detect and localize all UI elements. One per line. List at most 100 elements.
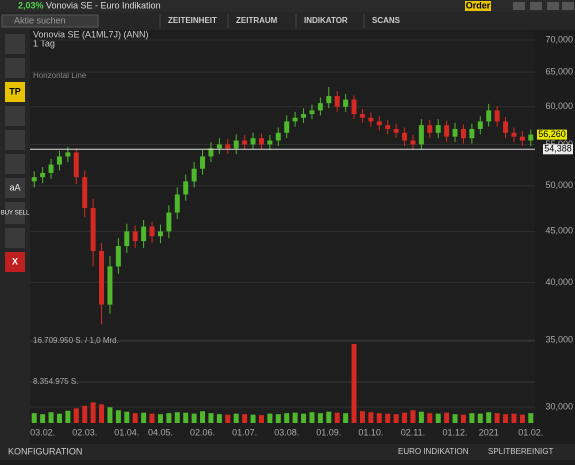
- order-button[interactable]: [465, 1, 491, 11]
- tool-label: aA: [9, 182, 20, 192]
- menu-item[interactable]: INDIKATOR: [304, 16, 348, 25]
- volume-bar: [309, 412, 315, 423]
- y-tick-label: 35,000: [545, 335, 573, 345]
- volume-bar: [183, 412, 189, 423]
- tool-button[interactable]: [5, 130, 25, 150]
- menu-item[interactable]: SCANS: [372, 16, 401, 25]
- volume-bar: [48, 412, 54, 423]
- plot-area: [30, 30, 535, 444]
- volume-bar: [385, 413, 391, 423]
- y-tick-label: 60,000: [545, 101, 573, 111]
- y-tick-label: 45,000: [545, 226, 573, 236]
- volume-bar: [301, 413, 307, 423]
- volume-bar: [528, 413, 534, 423]
- candle-body: [82, 177, 88, 208]
- volume-bar: [149, 413, 155, 423]
- tool-label: TP: [9, 86, 21, 96]
- volume-bar: [166, 413, 172, 423]
- tool-button[interactable]: [5, 178, 25, 198]
- volume-bar: [494, 413, 500, 423]
- volume-bar: [410, 410, 416, 423]
- y-tick-label: 55,000: [545, 139, 573, 149]
- x-tick-label: 04.05.: [148, 427, 173, 437]
- candle-body: [393, 128, 399, 133]
- tool-button[interactable]: [5, 154, 25, 174]
- candle-body: [503, 121, 509, 133]
- tool-button[interactable]: [5, 202, 25, 224]
- volume-bar: [82, 405, 88, 423]
- footer-label[interactable]: KONFIGURATION: [8, 446, 82, 456]
- candle-body: [334, 96, 340, 107]
- candle-body: [115, 246, 121, 267]
- menu-item[interactable]: ZEITRAUM: [236, 16, 278, 25]
- candle-body: [385, 125, 391, 129]
- candle-body: [368, 117, 374, 122]
- volume-bar: [376, 413, 382, 423]
- tool-label: BUY SELL: [1, 211, 30, 217]
- candle-body: [149, 226, 155, 237]
- candle-body: [99, 251, 105, 305]
- tool-button[interactable]: [5, 58, 25, 78]
- candle-body: [410, 140, 416, 145]
- volume-bar: [124, 411, 130, 423]
- volume-bar: [65, 410, 71, 423]
- status-bar: [0, 444, 575, 460]
- volume-bar: [469, 413, 475, 423]
- candle-body: [292, 117, 298, 122]
- candle-body: [309, 110, 315, 115]
- footer-label[interactable]: EURO INDIKATION: [398, 447, 469, 456]
- footer-label[interactable]: SPLITBEREINIGT: [488, 447, 553, 456]
- volume-bar: [242, 414, 248, 423]
- candle-body: [250, 138, 256, 145]
- candle-body: [418, 125, 424, 145]
- tool-button[interactable]: [5, 252, 25, 272]
- y-tick-label: 70,000: [545, 34, 573, 44]
- candle-body: [528, 134, 534, 141]
- order-label: Order: [466, 0, 491, 10]
- hline-label: 54,388: [544, 144, 572, 154]
- candle-body: [107, 266, 113, 305]
- candle-body: [452, 128, 458, 137]
- volume-bar: [444, 412, 450, 423]
- window-button[interactable]: [547, 2, 559, 10]
- candle-body: [444, 125, 450, 137]
- volume-bar: [56, 413, 62, 423]
- y-tick-label: 65,000: [545, 66, 573, 76]
- volume-bar: [40, 414, 46, 423]
- volume-bar: [418, 411, 424, 423]
- tool-button[interactable]: [5, 82, 25, 102]
- candle-body: [427, 125, 433, 133]
- volume-bar: [393, 414, 399, 423]
- volume-bar: [73, 408, 79, 423]
- search-box[interactable]: [1, 14, 99, 28]
- volume-bar: [250, 414, 256, 423]
- candle-body: [317, 103, 323, 111]
- window-button[interactable]: [530, 2, 542, 10]
- volume-bar: [511, 413, 517, 423]
- window-title: Vonovia SE - Euro Indikation: [46, 0, 161, 10]
- tool-buttons: TP aA BUY SELL X: [1, 34, 30, 272]
- tool-button[interactable]: [5, 106, 25, 126]
- candle-body: [183, 181, 189, 195]
- window-button[interactable]: [562, 2, 574, 10]
- window-button[interactable]: [513, 2, 525, 10]
- candle-body: [225, 144, 231, 149]
- candle-body: [48, 164, 54, 173]
- menu-item[interactable]: ZEITEINHEIT: [168, 16, 217, 25]
- volume-bar: [225, 414, 231, 423]
- tool-button[interactable]: [5, 228, 25, 248]
- volume-bar: [216, 414, 222, 423]
- candle-body: [275, 132, 281, 141]
- volume-bar: [191, 413, 197, 423]
- candle-body: [267, 140, 273, 145]
- x-tick-label: 01.07.: [232, 427, 257, 437]
- candle-body: [258, 138, 264, 145]
- volume-bar: [503, 414, 509, 423]
- tool-button[interactable]: [5, 34, 25, 54]
- x-tick-label: 02.11.: [401, 427, 425, 437]
- candle-body: [90, 207, 96, 252]
- y-tick-label: 30,000: [545, 401, 573, 411]
- volume-bar: [460, 414, 466, 423]
